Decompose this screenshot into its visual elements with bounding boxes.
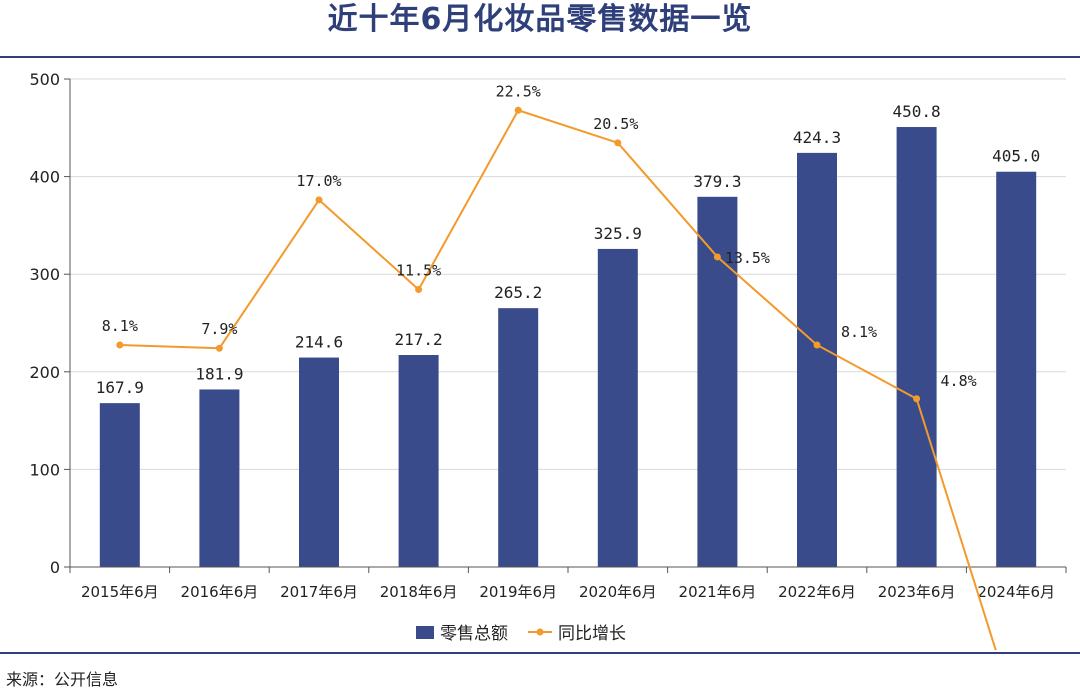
bar bbox=[597, 248, 638, 567]
growth-value-label: 7.9% bbox=[201, 320, 237, 338]
growth-point bbox=[116, 341, 124, 349]
growth-point bbox=[514, 106, 522, 114]
bar-value-label: 167.9 bbox=[96, 378, 144, 397]
growth-value-label: 8.1% bbox=[102, 317, 138, 335]
bar bbox=[299, 357, 339, 567]
bar-value-label: 405.0 bbox=[992, 147, 1040, 166]
growth-point bbox=[415, 286, 423, 294]
bar-value-label: 450.8 bbox=[893, 102, 941, 121]
chart-title: 近十年6月化妆品零售数据一览 bbox=[327, 2, 753, 37]
bar-value-label: 214.6 bbox=[295, 333, 343, 352]
source-note: 来源：公开信息 bbox=[6, 670, 119, 689]
growth-point bbox=[315, 196, 323, 204]
bottom-divider bbox=[0, 652, 1080, 654]
growth-point bbox=[913, 395, 921, 403]
x-tick-label: 2024年6月 bbox=[977, 583, 1055, 601]
growth-point bbox=[813, 341, 821, 349]
bar-value-label: 265.2 bbox=[494, 283, 542, 302]
legend-label-line: 同比增长 bbox=[558, 624, 626, 644]
bar bbox=[896, 127, 937, 568]
bar bbox=[398, 355, 439, 567]
growth-value-label: 17.0% bbox=[296, 172, 341, 190]
title-divider bbox=[0, 56, 1080, 58]
bar bbox=[99, 403, 140, 567]
bar-value-label: 217.2 bbox=[395, 330, 443, 349]
x-tick-label: 2019年6月 bbox=[479, 583, 557, 601]
y-tick-label: 300 bbox=[29, 265, 60, 284]
growth-line bbox=[119, 109, 997, 650]
legend-swatch-line-dot bbox=[536, 628, 544, 636]
y-tick-label: 0 bbox=[50, 558, 60, 577]
x-tick-label: 2021年6月 bbox=[679, 583, 757, 601]
bar-value-label: 379.3 bbox=[693, 172, 741, 191]
growth-value-label: 22.5% bbox=[496, 82, 541, 100]
y-tick-label: 500 bbox=[29, 70, 60, 89]
y-tick-label: 400 bbox=[29, 168, 60, 187]
x-tick-label: 2016年6月 bbox=[181, 583, 259, 601]
growth-value-label: 8.1% bbox=[841, 323, 877, 341]
y-tick-label: 200 bbox=[29, 363, 60, 382]
x-tick-label: 2023年6月 bbox=[878, 583, 956, 601]
y-tick-label: 100 bbox=[29, 460, 60, 479]
growth-value-label: 13.5% bbox=[725, 249, 770, 267]
bar bbox=[199, 389, 240, 567]
x-tick-label: 2022年6月 bbox=[778, 583, 856, 601]
bar bbox=[996, 171, 1037, 567]
x-tick-label: 2015年6月 bbox=[81, 583, 159, 601]
growth-value-label: 4.8% bbox=[941, 372, 977, 390]
legend-label-bar: 零售总额 bbox=[440, 624, 508, 644]
growth-value-label: 11.5% bbox=[396, 262, 441, 280]
x-tick-label: 2017年6月 bbox=[280, 583, 358, 601]
x-tick-label: 2020年6月 bbox=[579, 583, 657, 601]
growth-point bbox=[215, 344, 223, 352]
bar-value-label: 424.3 bbox=[793, 128, 841, 147]
bar bbox=[498, 308, 539, 567]
legend-swatch-bar bbox=[416, 626, 434, 639]
bar bbox=[797, 152, 837, 568]
growth-point bbox=[614, 139, 622, 147]
x-tick-label: 2018年6月 bbox=[380, 583, 458, 601]
chart: 0 100 200 300 400 500 2015年6月 2016年6月 2017年6月 201… bbox=[29, 70, 1067, 650]
growth-point bbox=[713, 253, 721, 261]
growth-value-label: 20.5% bbox=[593, 115, 638, 133]
bar-value-label: 325.9 bbox=[594, 224, 642, 243]
bar-value-label: 181.9 bbox=[195, 364, 243, 383]
